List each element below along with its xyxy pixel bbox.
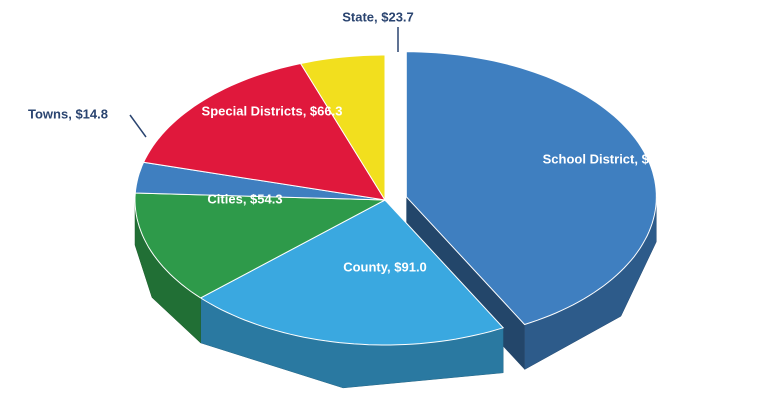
data-label: Cities, $54.3 — [207, 191, 282, 206]
slice — [142, 62, 386, 201]
leader-line — [129, 114, 147, 138]
slice — [199, 199, 505, 389]
data-label: State, $23.7 — [342, 9, 414, 24]
slice — [134, 192, 387, 344]
data-label: School District, $182.3 — [543, 151, 682, 166]
slice — [299, 54, 386, 202]
data-label: County, $91.0 — [343, 259, 427, 274]
slice-top — [134, 192, 387, 299]
data-label: Towns, $14.8 — [28, 106, 108, 121]
data-label: Special Districts, $66.3 — [202, 103, 343, 118]
slice-top — [405, 51, 657, 326]
slice-top — [142, 62, 386, 201]
slice-top — [299, 54, 386, 202]
slice-top — [199, 199, 505, 346]
